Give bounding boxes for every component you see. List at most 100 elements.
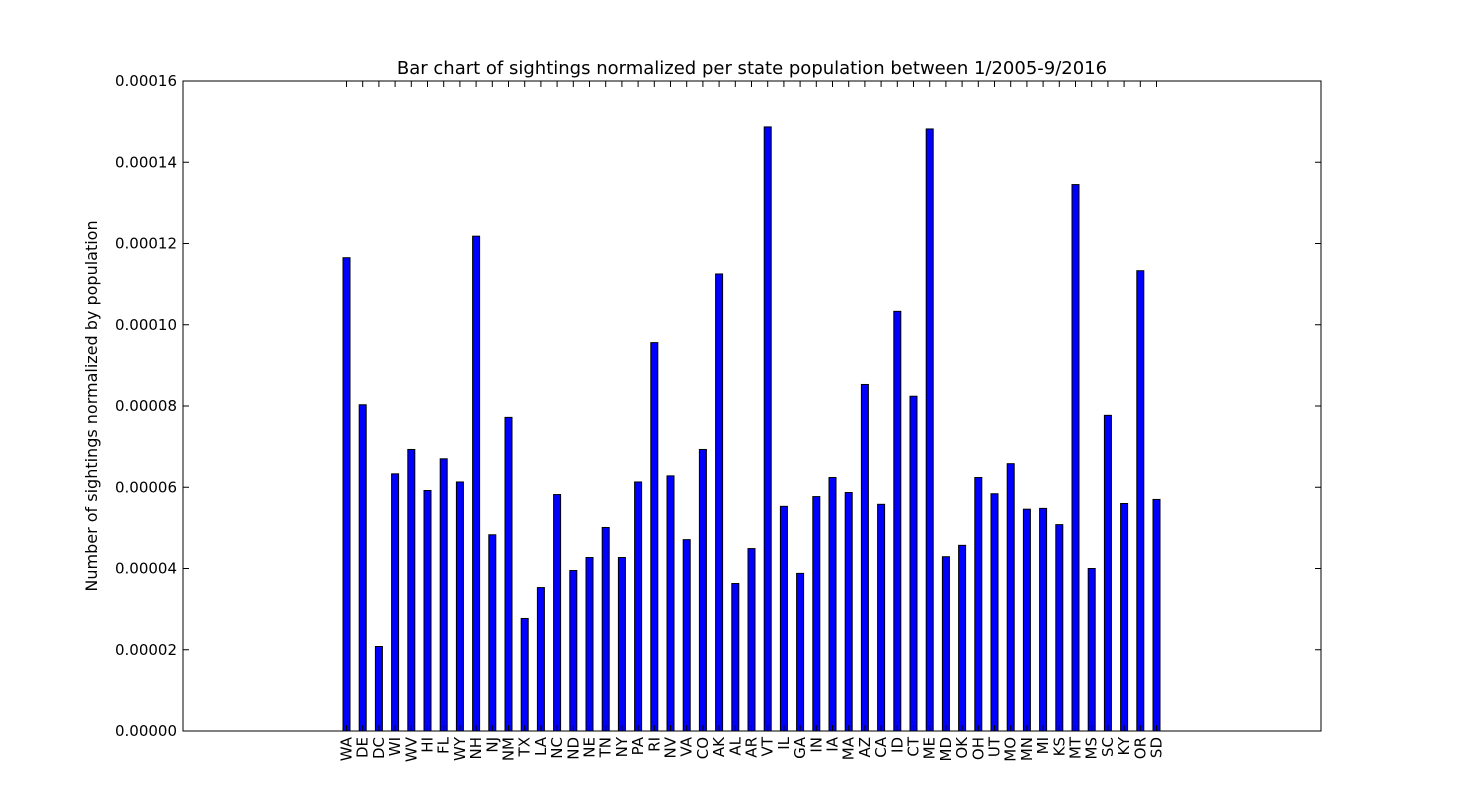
x-tick-label: WV <box>402 736 420 762</box>
bar-nh <box>472 235 481 732</box>
x-tick-label: ME <box>921 737 939 759</box>
x-tick-label: OK <box>953 736 971 759</box>
x-tick-label: CT <box>905 736 923 756</box>
bar-sc <box>1103 414 1112 732</box>
y-axis-label: Number of sightings normalized by popula… <box>82 220 101 591</box>
plot-frame <box>182 80 1322 732</box>
x-tick-label: NV <box>662 736 680 758</box>
x-tick-label: MI <box>1034 737 1052 754</box>
x-tick-label: IN <box>807 737 825 753</box>
bar-ny <box>617 557 626 732</box>
bar-fl <box>439 458 448 732</box>
bar-ca <box>877 503 886 732</box>
bar-mn <box>1022 508 1031 732</box>
bar-tn <box>601 526 610 732</box>
x-tick-label: IA <box>824 736 842 751</box>
x-tick-label: MT <box>1067 736 1085 759</box>
bar-md <box>941 556 950 732</box>
bar-ma <box>844 492 853 732</box>
x-tick-label: MD <box>937 737 955 762</box>
chart-title: Bar chart of sightings normalized per st… <box>397 58 1107 79</box>
x-tick-label: GA <box>791 736 809 759</box>
x-tick-label: HI <box>419 737 437 753</box>
y-tick-label: 0.00008 <box>115 397 177 415</box>
bar-pa <box>634 481 643 732</box>
bar-mt <box>1071 184 1080 732</box>
x-tick-label: AZ <box>856 737 874 758</box>
x-tick-label: AK <box>710 736 728 757</box>
x-tick-label: AL <box>726 736 744 755</box>
bar-ri <box>650 342 659 732</box>
y-tick-label: 0.00004 <box>115 560 177 578</box>
bar-dc <box>374 646 383 732</box>
bar-ut <box>990 493 999 732</box>
x-tick-label: KS <box>1050 737 1068 756</box>
x-tick-label: WY <box>451 736 469 761</box>
x-tick-label: NE <box>581 737 599 758</box>
bar-in <box>812 496 821 732</box>
bar-nm <box>504 416 513 732</box>
x-tick-label: DE <box>354 737 372 758</box>
x-tick-label: FL <box>435 736 453 754</box>
bar-ia <box>828 477 837 732</box>
y-tick-label: 0.00006 <box>115 478 177 496</box>
x-tick-label: IL <box>775 736 793 749</box>
x-tick-label: MS <box>1083 737 1101 759</box>
bar-ky <box>1120 503 1129 732</box>
x-tick-label: NH <box>467 737 485 760</box>
bar-ok <box>958 544 967 732</box>
ticks-layer: WADEDCWIWVHIFLWYNHNJNMTXLANCNDNETNNYPARI… <box>115 72 1321 762</box>
x-tick-label: NY <box>613 736 631 757</box>
bar-id <box>893 310 902 732</box>
bar-nj <box>488 534 497 732</box>
x-tick-label: SC <box>1099 737 1117 757</box>
bar-or <box>1136 270 1145 732</box>
bar-ga <box>796 572 805 732</box>
bar-ne <box>585 557 594 732</box>
y-tick-label: 0.00014 <box>115 153 177 171</box>
bars-layer <box>342 126 1161 732</box>
bar-va <box>682 539 691 732</box>
x-tick-label: NC <box>548 737 566 759</box>
x-tick-label: PA <box>629 736 647 755</box>
x-tick-label: AR <box>743 737 761 758</box>
bar-wy <box>455 481 464 732</box>
x-tick-label: CA <box>872 736 890 757</box>
bar-il <box>779 505 788 732</box>
bar-tx <box>520 617 529 732</box>
bar-ks <box>1055 524 1064 732</box>
bar-az <box>860 383 869 732</box>
bar-nc <box>553 494 562 732</box>
bar-la <box>536 587 545 732</box>
bar-mo <box>1006 463 1015 732</box>
x-tick-label: CO <box>694 737 712 759</box>
x-tick-label: UT <box>986 736 1004 757</box>
x-tick-label: WI <box>386 737 404 756</box>
x-tick-label: NJ <box>483 737 501 753</box>
x-tick-label: KY <box>1115 736 1133 755</box>
bar-ar <box>747 548 756 732</box>
y-tick-label: 0.00010 <box>115 316 177 334</box>
x-tick-label: OR <box>1131 737 1149 759</box>
x-tick-label: TN <box>597 737 615 758</box>
y-tick-label: 0.00012 <box>115 235 177 253</box>
bar-mi <box>1039 507 1048 732</box>
x-tick-label: VA <box>678 736 696 756</box>
bar-ct <box>909 395 918 732</box>
bar-sd <box>1152 498 1161 732</box>
bar-nd <box>569 570 578 732</box>
x-tick-label: SD <box>1148 737 1166 758</box>
x-tick-label: DC <box>370 737 388 759</box>
bar-oh <box>974 477 983 732</box>
x-tick-label: LA <box>532 736 550 756</box>
x-tick-label: RI <box>645 737 663 752</box>
bar-co <box>698 448 707 732</box>
x-tick-label: NM <box>500 737 518 761</box>
bar-wi <box>391 473 400 732</box>
bar-wv <box>407 448 416 732</box>
x-tick-label: ND <box>564 737 582 760</box>
x-tick-label: MO <box>1002 737 1020 762</box>
bar-wa <box>342 257 351 732</box>
